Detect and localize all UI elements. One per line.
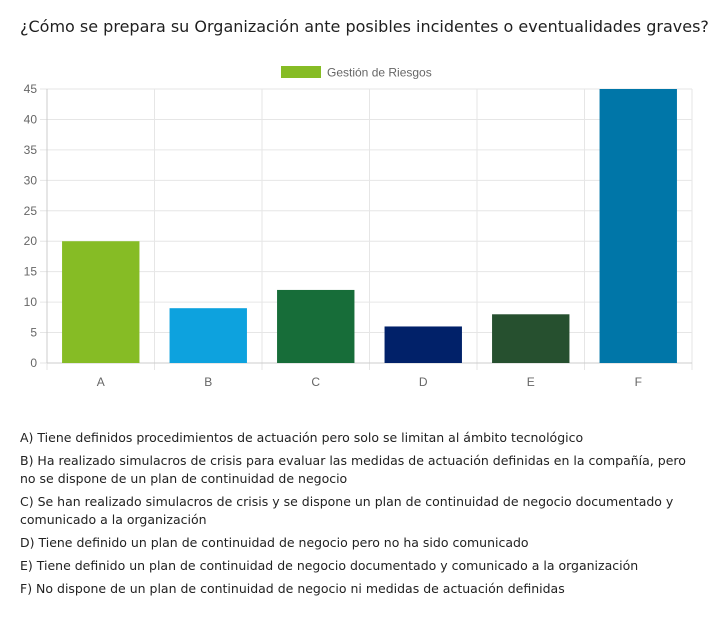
x-tick-label: A (97, 375, 105, 389)
bar-c (277, 289, 355, 363)
note-a: A) Tiene definidos procedimientos de act… (20, 430, 584, 445)
note-c: C) Se han realizado simulacros de crisis… (20, 494, 674, 527)
y-tick-label: 25 (24, 204, 38, 218)
legend-swatch (281, 66, 321, 78)
note-b: B) Ha realizado simulacros de crisis par… (20, 453, 686, 486)
y-tick-label: 10 (24, 295, 38, 309)
x-tick-label: E (527, 375, 535, 389)
bar-b (169, 308, 247, 363)
y-tick-label: 5 (30, 326, 37, 340)
note-f: F) No dispone de un plan de continuidad … (20, 581, 565, 596)
y-tick-label: 15 (24, 265, 38, 279)
legend-label: Gestión de Riesgos (327, 66, 432, 80)
y-tick-label: 20 (24, 234, 38, 248)
bar-a (62, 241, 140, 363)
y-tick-label: 45 (24, 82, 38, 96)
note-e: E) Tiene definido un plan de continuidad… (20, 558, 639, 573)
answer-notes: A) Tiene definidos procedimientos de act… (20, 429, 700, 603)
question-title: ¿Cómo se prepara su Organización ante po… (20, 17, 709, 36)
bar-d (384, 326, 462, 363)
x-tick-label: D (419, 375, 428, 389)
y-tick-label: 0 (30, 356, 37, 370)
y-tick-label: 40 (24, 112, 38, 126)
y-tick-label: 35 (24, 143, 38, 157)
x-tick-label: C (311, 375, 320, 389)
y-tick-label: 30 (24, 173, 38, 187)
bar-e (492, 314, 570, 363)
x-tick-label: F (635, 375, 642, 389)
note-d: D) Tiene definido un plan de continuidad… (20, 535, 529, 550)
x-tick-label: B (204, 375, 212, 389)
bar-chart: Gestión de Riesgos 0 5 10 15 20 25 30 35 40 45 A B C D… (24, 66, 693, 389)
bar-f (599, 89, 677, 363)
